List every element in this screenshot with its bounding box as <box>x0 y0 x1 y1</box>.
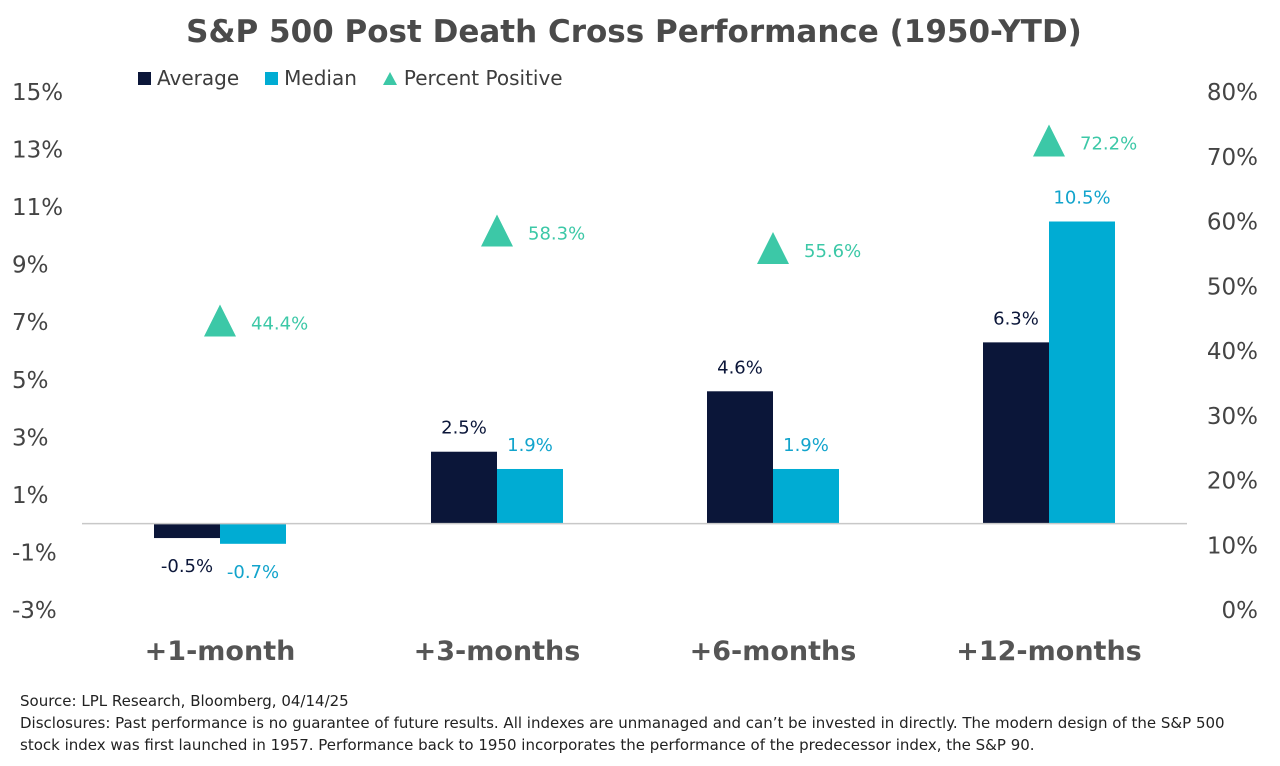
right-tick-label: 30% <box>1207 404 1258 430</box>
legend-swatch-median <box>265 71 279 85</box>
footnotes: Source: LPL Research, Bloomberg, 04/14/2… <box>20 690 1265 756</box>
average-bar <box>154 523 220 539</box>
legend-item-percent-positive: Percent Positive <box>382 66 563 90</box>
left-tick-label: 13% <box>12 138 63 164</box>
average-value-label: 2.5% <box>441 418 487 439</box>
right-tick-label: 80% <box>1207 80 1258 106</box>
right-tick-label: 60% <box>1207 210 1258 236</box>
category-label: +12-months <box>956 636 1142 667</box>
legend-swatch-average <box>138 71 151 85</box>
left-tick-label: 7% <box>12 310 49 336</box>
average-value-label: 6.3% <box>993 308 1039 329</box>
average-bar <box>431 451 497 524</box>
disclosures-note: Disclosures: Past performance is no guar… <box>20 714 1225 754</box>
chart-title: S&P 500 Post Death Cross Performance (19… <box>186 14 1082 50</box>
percent-positive-marker <box>204 304 236 337</box>
right-tick-label: 50% <box>1207 274 1258 300</box>
percent-positive-marker <box>757 231 789 264</box>
median-bar <box>773 468 839 524</box>
median-value-label: -0.7% <box>227 562 279 583</box>
legend-label-average: Average <box>157 66 240 90</box>
category-label: +6-months <box>690 636 857 667</box>
legend-label-median: Median <box>284 66 357 90</box>
left-tick-label: 1% <box>12 483 49 509</box>
average-bar <box>983 342 1049 524</box>
right-axis: 80% 70% 60% 50% 40% 30% 20% 10% 0% <box>1207 80 1258 624</box>
percent-positive-label: 55.6% <box>804 241 861 262</box>
average-value-label: 4.6% <box>717 357 763 378</box>
median-value-label: 1.9% <box>783 435 829 456</box>
left-axis: 15% 13% 11% 9% 7% 5% 3% 1% -1% -3% <box>12 80 63 624</box>
source-note: Source: LPL Research, Bloomberg, 04/14/2… <box>20 692 349 710</box>
median-value-label: 10.5% <box>1053 188 1110 209</box>
data-labels: 44.4% 58.3% 55.6% 72.2% -0.5% -0.7% 2.5% 1.9% 4.… <box>161 134 1137 583</box>
legend: Average Median Percent Positive <box>138 66 589 90</box>
left-tick-label: 5% <box>12 368 49 394</box>
chart-plot: 15% 13% 11% 9% 7% 5% 3% 1% -1% -3% 80% 70% 60% 50% 40… <box>12 80 1258 667</box>
median-bar <box>497 468 563 524</box>
legend-item-average: Average <box>138 66 239 90</box>
category-label: +1-month <box>145 636 296 667</box>
percent-positive-marker <box>481 214 513 247</box>
left-tick-label: 15% <box>12 80 63 106</box>
left-tick-label: 9% <box>12 253 49 279</box>
triangle-icon <box>382 71 397 85</box>
category-label: +3-months <box>414 636 581 667</box>
right-tick-label: 10% <box>1207 533 1258 559</box>
percent-positive-marker <box>1033 124 1065 157</box>
right-tick-label: 70% <box>1207 145 1258 171</box>
right-tick-label: 40% <box>1207 339 1258 365</box>
left-tick-label: 3% <box>12 425 49 451</box>
percent-positive-markers <box>204 124 1065 337</box>
right-tick-label: 0% <box>1222 598 1259 624</box>
right-tick-label: 20% <box>1207 469 1258 495</box>
x-axis: +1-month +3-months +6-months +12-months <box>145 636 1142 667</box>
average-value-label: -0.5% <box>161 556 213 577</box>
percent-positive-label: 44.4% <box>251 314 308 335</box>
left-tick-label: -1% <box>12 540 57 566</box>
left-tick-label: -3% <box>12 598 57 624</box>
percent-positive-label: 72.2% <box>1080 134 1137 155</box>
average-bar <box>707 391 773 524</box>
median-value-label: 1.9% <box>507 435 553 456</box>
left-tick-label: 11% <box>12 195 63 221</box>
legend-item-median: Median <box>265 66 357 90</box>
bars <box>154 221 1115 544</box>
median-bar <box>1049 221 1115 524</box>
median-bar <box>220 523 286 544</box>
legend-label-percent-positive: Percent Positive <box>403 66 563 90</box>
percent-positive-label: 58.3% <box>528 224 585 245</box>
